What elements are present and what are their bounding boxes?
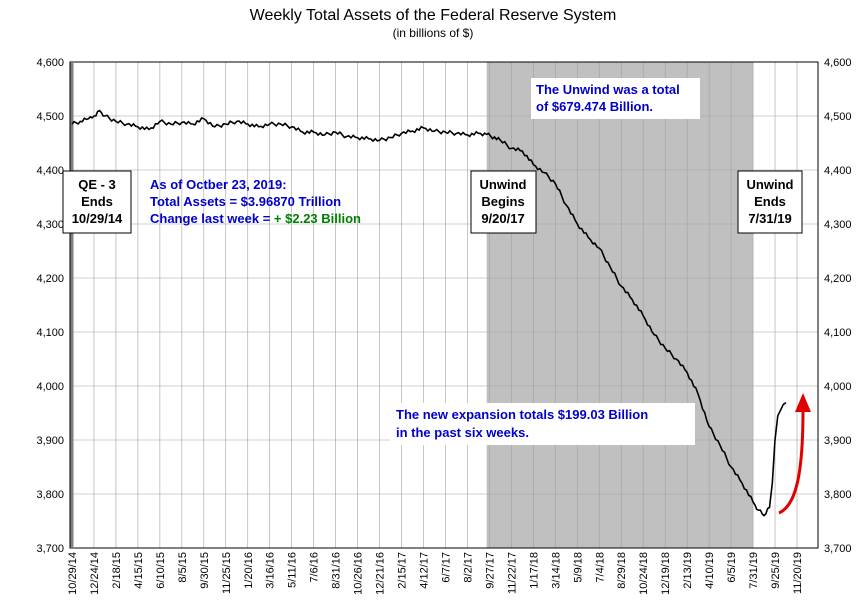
y-tick-label-left: 4,300 (36, 219, 64, 231)
x-tick-label: 8/2/17 (462, 552, 474, 583)
qe3-line3: 10/29/14 (72, 211, 123, 226)
unwind-begins-line2: Begins (481, 194, 524, 209)
y-tick-label-right: 4,000 (824, 381, 852, 393)
chart-subtitle: (in billions of $) (393, 26, 474, 40)
x-tick-label: 6/10/15 (155, 552, 167, 589)
y-tick-label-right: 4,600 (824, 57, 852, 69)
x-tick-label: 2/18/15 (111, 552, 123, 589)
qe3-line1: QE - 3 (78, 177, 116, 192)
expansion-line1: The new expansion totals $199.03 Billion (396, 407, 648, 422)
x-tick-label: 11/20/19 (792, 552, 804, 594)
x-tick-label: 2/15/17 (397, 552, 409, 589)
qe3-line2: Ends (81, 194, 113, 209)
y-tick-label-right: 3,800 (824, 489, 852, 501)
expansion-arrow (778, 409, 805, 515)
x-tick-label: 1/17/18 (528, 552, 540, 589)
unwind-ends-line1: Unwind (747, 177, 794, 192)
x-tick-label: 4/10/19 (704, 552, 716, 589)
x-tick-label: 7/6/16 (309, 552, 321, 583)
asof-line2: Total Assets = $3.96870 Trillion (150, 194, 341, 209)
y-tick-label-left: 3,800 (36, 489, 64, 501)
y-tick-label-right: 3,900 (824, 435, 852, 447)
asof-annotation: As of Octber 23, 2019: Total Assets = $3… (150, 177, 361, 226)
unwind-begins-line1: Unwind (480, 177, 527, 192)
x-tick-label: 5/11/16 (287, 552, 299, 588)
y-tick-label-left: 4,600 (36, 57, 64, 69)
qe3-ends-box: QE - 3 Ends 10/29/14 (62, 170, 132, 234)
x-tick-label: 10/29/14 (67, 552, 79, 595)
y-tick-label-right: 4,300 (824, 219, 852, 231)
x-axis: 10/29/14 12/24/14 2/18/15 4/15/15 6/10/15 8/5… (67, 552, 804, 595)
x-tick-label: 10/26/16 (353, 552, 365, 595)
x-tick-label: 4/12/17 (419, 552, 431, 589)
y-tick-label-left: 4,200 (36, 273, 64, 285)
x-tick-label: 3/16/16 (265, 552, 277, 589)
asof-change-label: Change last week = (150, 211, 274, 226)
y-tick-label-right: 4,200 (824, 273, 852, 285)
x-tick-label: 7/31/19 (748, 552, 760, 589)
unwind-total-line2: of $679.474 Billion. (536, 99, 653, 114)
x-tick-label: 11/22/17 (506, 552, 518, 594)
asof-line3: Change last week = + $2.23 Billion (150, 211, 361, 226)
total-assets-line (71, 109, 787, 517)
x-tick-label: 7/4/18 (594, 552, 606, 583)
y-tick-label-right: 4,400 (824, 165, 852, 177)
chart-title: Weekly Total Assets of the Federal Reser… (250, 7, 617, 24)
x-tick-label: 8/31/16 (331, 552, 343, 589)
expansion-arrow-head (795, 393, 811, 412)
x-tick-label: 11/25/15 (221, 552, 233, 594)
unwind-begins-box: Unwind Begins 9/20/17 (470, 170, 537, 234)
expansion-line2: in the past six weeks. (396, 425, 529, 440)
x-tick-label: 4/15/15 (133, 552, 145, 589)
asof-change-value: + $2.23 Billion (274, 211, 361, 226)
y-axis-right: 3,700 3,800 3,900 4,000 4,100 4,200 4,300 4,400… (824, 57, 852, 555)
y-tick-label-left: 3,900 (36, 435, 64, 447)
unwind-total-box: The Unwind was a total of $679.474 Billi… (531, 78, 700, 119)
x-tick-label: 6/5/19 (726, 552, 738, 583)
expansion-box: The new expansion totals $199.03 Billion… (390, 403, 695, 445)
y-axis-left: 3,700 3,800 3,900 4,000 4,100 4,200 4,300 4,400… (36, 57, 64, 555)
x-tick-label: 12/21/16 (375, 552, 387, 595)
x-tick-label: 9/30/15 (199, 552, 211, 589)
unwind-begins-line3: 9/20/17 (481, 211, 524, 226)
x-tick-label: 12/19/18 (660, 552, 672, 595)
y-tick-label-right: 4,100 (824, 327, 852, 339)
unwind-ends-line2: Ends (754, 194, 786, 209)
unwind-ends-box: Unwind Ends 7/31/19 (737, 170, 803, 234)
x-tick-label: 9/27/17 (484, 552, 496, 589)
y-tick-label-left: 4,500 (36, 111, 64, 123)
x-tick-label: 6/7/17 (440, 552, 452, 583)
asof-line1: As of Octber 23, 2019: (150, 177, 287, 192)
unwind-ends-line3: 7/31/19 (748, 211, 791, 226)
x-tick-label: 3/14/18 (550, 552, 562, 589)
y-tick-label-left: 4,100 (36, 327, 64, 339)
y-tick-label-right: 4,500 (824, 111, 852, 123)
plot-border (69, 61, 819, 549)
x-tick-label: 8/29/18 (616, 552, 628, 589)
x-tick-label: 5/9/18 (572, 552, 584, 583)
x-tick-label: 10/24/18 (638, 552, 650, 595)
x-tick-label: 1/20/16 (243, 552, 255, 589)
y-tick-label-left: 4,400 (36, 165, 64, 177)
x-tick-label: 8/5/15 (177, 552, 189, 583)
x-tick-label: 9/25/19 (770, 552, 782, 589)
unwind-shaded-region (486, 62, 754, 548)
x-tick-label: 12/24/14 (89, 552, 101, 595)
y-tick-label-right: 3,700 (824, 543, 852, 555)
y-tick-label-left: 4,000 (36, 381, 64, 393)
unwind-total-line1: The Unwind was a total (536, 82, 680, 97)
y-tick-label-left: 3,700 (36, 543, 64, 555)
x-tick-label: 2/13/19 (682, 552, 694, 589)
